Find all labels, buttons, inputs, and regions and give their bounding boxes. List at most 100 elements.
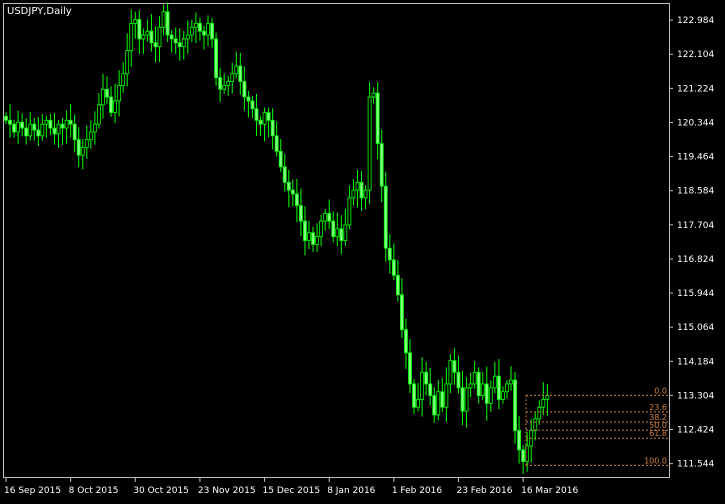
candle-body xyxy=(262,112,267,125)
candle-body xyxy=(371,92,376,98)
candle-body xyxy=(193,22,198,28)
candle-body xyxy=(242,81,247,98)
candle-body xyxy=(343,224,348,241)
candle-body xyxy=(101,88,105,106)
candle-body xyxy=(117,85,122,102)
candle-body xyxy=(545,395,550,400)
fib-level-label: 0.0 xyxy=(654,386,667,395)
candle-body xyxy=(206,22,210,36)
candle-body xyxy=(218,77,223,90)
candle-body xyxy=(234,65,239,75)
price-tick-label: 113.304 xyxy=(677,391,714,401)
candle-body xyxy=(4,116,8,121)
time-tick-label: 23 Feb 2016 xyxy=(456,486,512,496)
candle-body xyxy=(327,212,332,222)
candle-body xyxy=(367,96,372,191)
candle-body xyxy=(161,11,166,28)
candle-body xyxy=(12,123,16,133)
candle-body xyxy=(351,189,356,199)
candle-body xyxy=(521,449,526,462)
candle-body xyxy=(488,387,493,404)
candle-body xyxy=(331,220,336,238)
time-tick-label: 1 Feb 2016 xyxy=(392,486,443,496)
candle-body xyxy=(44,119,49,125)
candle-body xyxy=(157,26,162,48)
candle-body xyxy=(270,119,275,137)
candle-body xyxy=(400,294,404,331)
candle-body xyxy=(40,123,45,137)
candle-body xyxy=(440,391,445,408)
candle-body xyxy=(222,85,227,90)
candle-body xyxy=(226,81,231,86)
candle-body xyxy=(113,100,117,113)
price-tick-label: 111.544 xyxy=(677,460,714,470)
candle-body xyxy=(509,379,513,385)
fib-level-label: 38.2 xyxy=(649,413,667,422)
fib-level-label: 23.6 xyxy=(649,403,667,412)
candle-body xyxy=(492,375,497,389)
price-tick-label: 122.104 xyxy=(677,50,714,60)
candle-body xyxy=(246,96,251,102)
candle-body xyxy=(177,42,182,48)
price-tick-label: 119.464 xyxy=(677,153,714,163)
time-tick-label: 8 Oct 2015 xyxy=(69,486,119,496)
candle-body xyxy=(266,112,271,121)
candle-body xyxy=(416,399,420,408)
fib-level-label: 61.8 xyxy=(649,429,667,438)
candle-body xyxy=(238,65,243,82)
candle-body xyxy=(290,189,295,195)
candle-body xyxy=(210,22,214,40)
candle-body xyxy=(501,391,505,400)
chart-title: USDJPY,Daily xyxy=(7,6,72,17)
candle-body xyxy=(64,119,69,129)
candle-body xyxy=(315,236,319,245)
candle-body xyxy=(28,123,33,137)
fib-level-label: 100.0 xyxy=(644,456,667,465)
candle-body xyxy=(420,371,425,400)
candle-body xyxy=(432,395,437,416)
candle-body xyxy=(541,399,546,408)
candle-body xyxy=(165,11,170,36)
candle-body xyxy=(395,274,400,296)
price-axis: 122.984 122.104 121.224 120.344 119.464 118.5… xyxy=(669,16,714,470)
candle-body xyxy=(383,185,388,249)
candle-body xyxy=(258,119,263,125)
price-tick-label: 118.584 xyxy=(677,187,714,197)
time-tick-label: 30 Oct 2015 xyxy=(133,486,189,496)
candle-body xyxy=(517,430,521,451)
candle-body xyxy=(84,139,89,148)
candle-body xyxy=(319,220,324,238)
candle-body xyxy=(278,150,283,168)
time-tick-label: 15 Dec 2015 xyxy=(263,486,321,496)
candle-body xyxy=(294,193,299,207)
candle-body xyxy=(189,26,194,36)
candle-body xyxy=(456,371,461,389)
candle-body xyxy=(97,104,101,125)
candle-body xyxy=(32,123,37,131)
plot-frame xyxy=(3,3,670,478)
candle-body xyxy=(80,147,85,156)
candle-body xyxy=(513,379,517,431)
candle-body xyxy=(214,38,218,79)
price-tick-label: 115.944 xyxy=(677,289,714,299)
candle-body xyxy=(68,119,73,125)
fibonacci-retracement: 0.0 23.638.250.061.8 100.0 xyxy=(525,386,669,466)
candle-body xyxy=(274,135,279,152)
candle-body xyxy=(24,127,29,137)
candle-body xyxy=(299,205,303,222)
candle-body xyxy=(125,50,130,75)
candle-body xyxy=(412,383,416,408)
candle-body xyxy=(404,329,408,354)
candle-body xyxy=(185,34,190,40)
price-tick-label: 115.064 xyxy=(677,323,714,333)
price-tick-label: 112.424 xyxy=(677,426,714,436)
candle-body xyxy=(56,123,61,135)
time-tick-label: 16 Mar 2016 xyxy=(521,486,578,496)
candle-body xyxy=(169,34,174,40)
candle-body xyxy=(387,247,392,261)
candle-body xyxy=(359,181,364,199)
candle-body xyxy=(60,123,65,129)
price-tick-label: 116.824 xyxy=(677,255,714,265)
